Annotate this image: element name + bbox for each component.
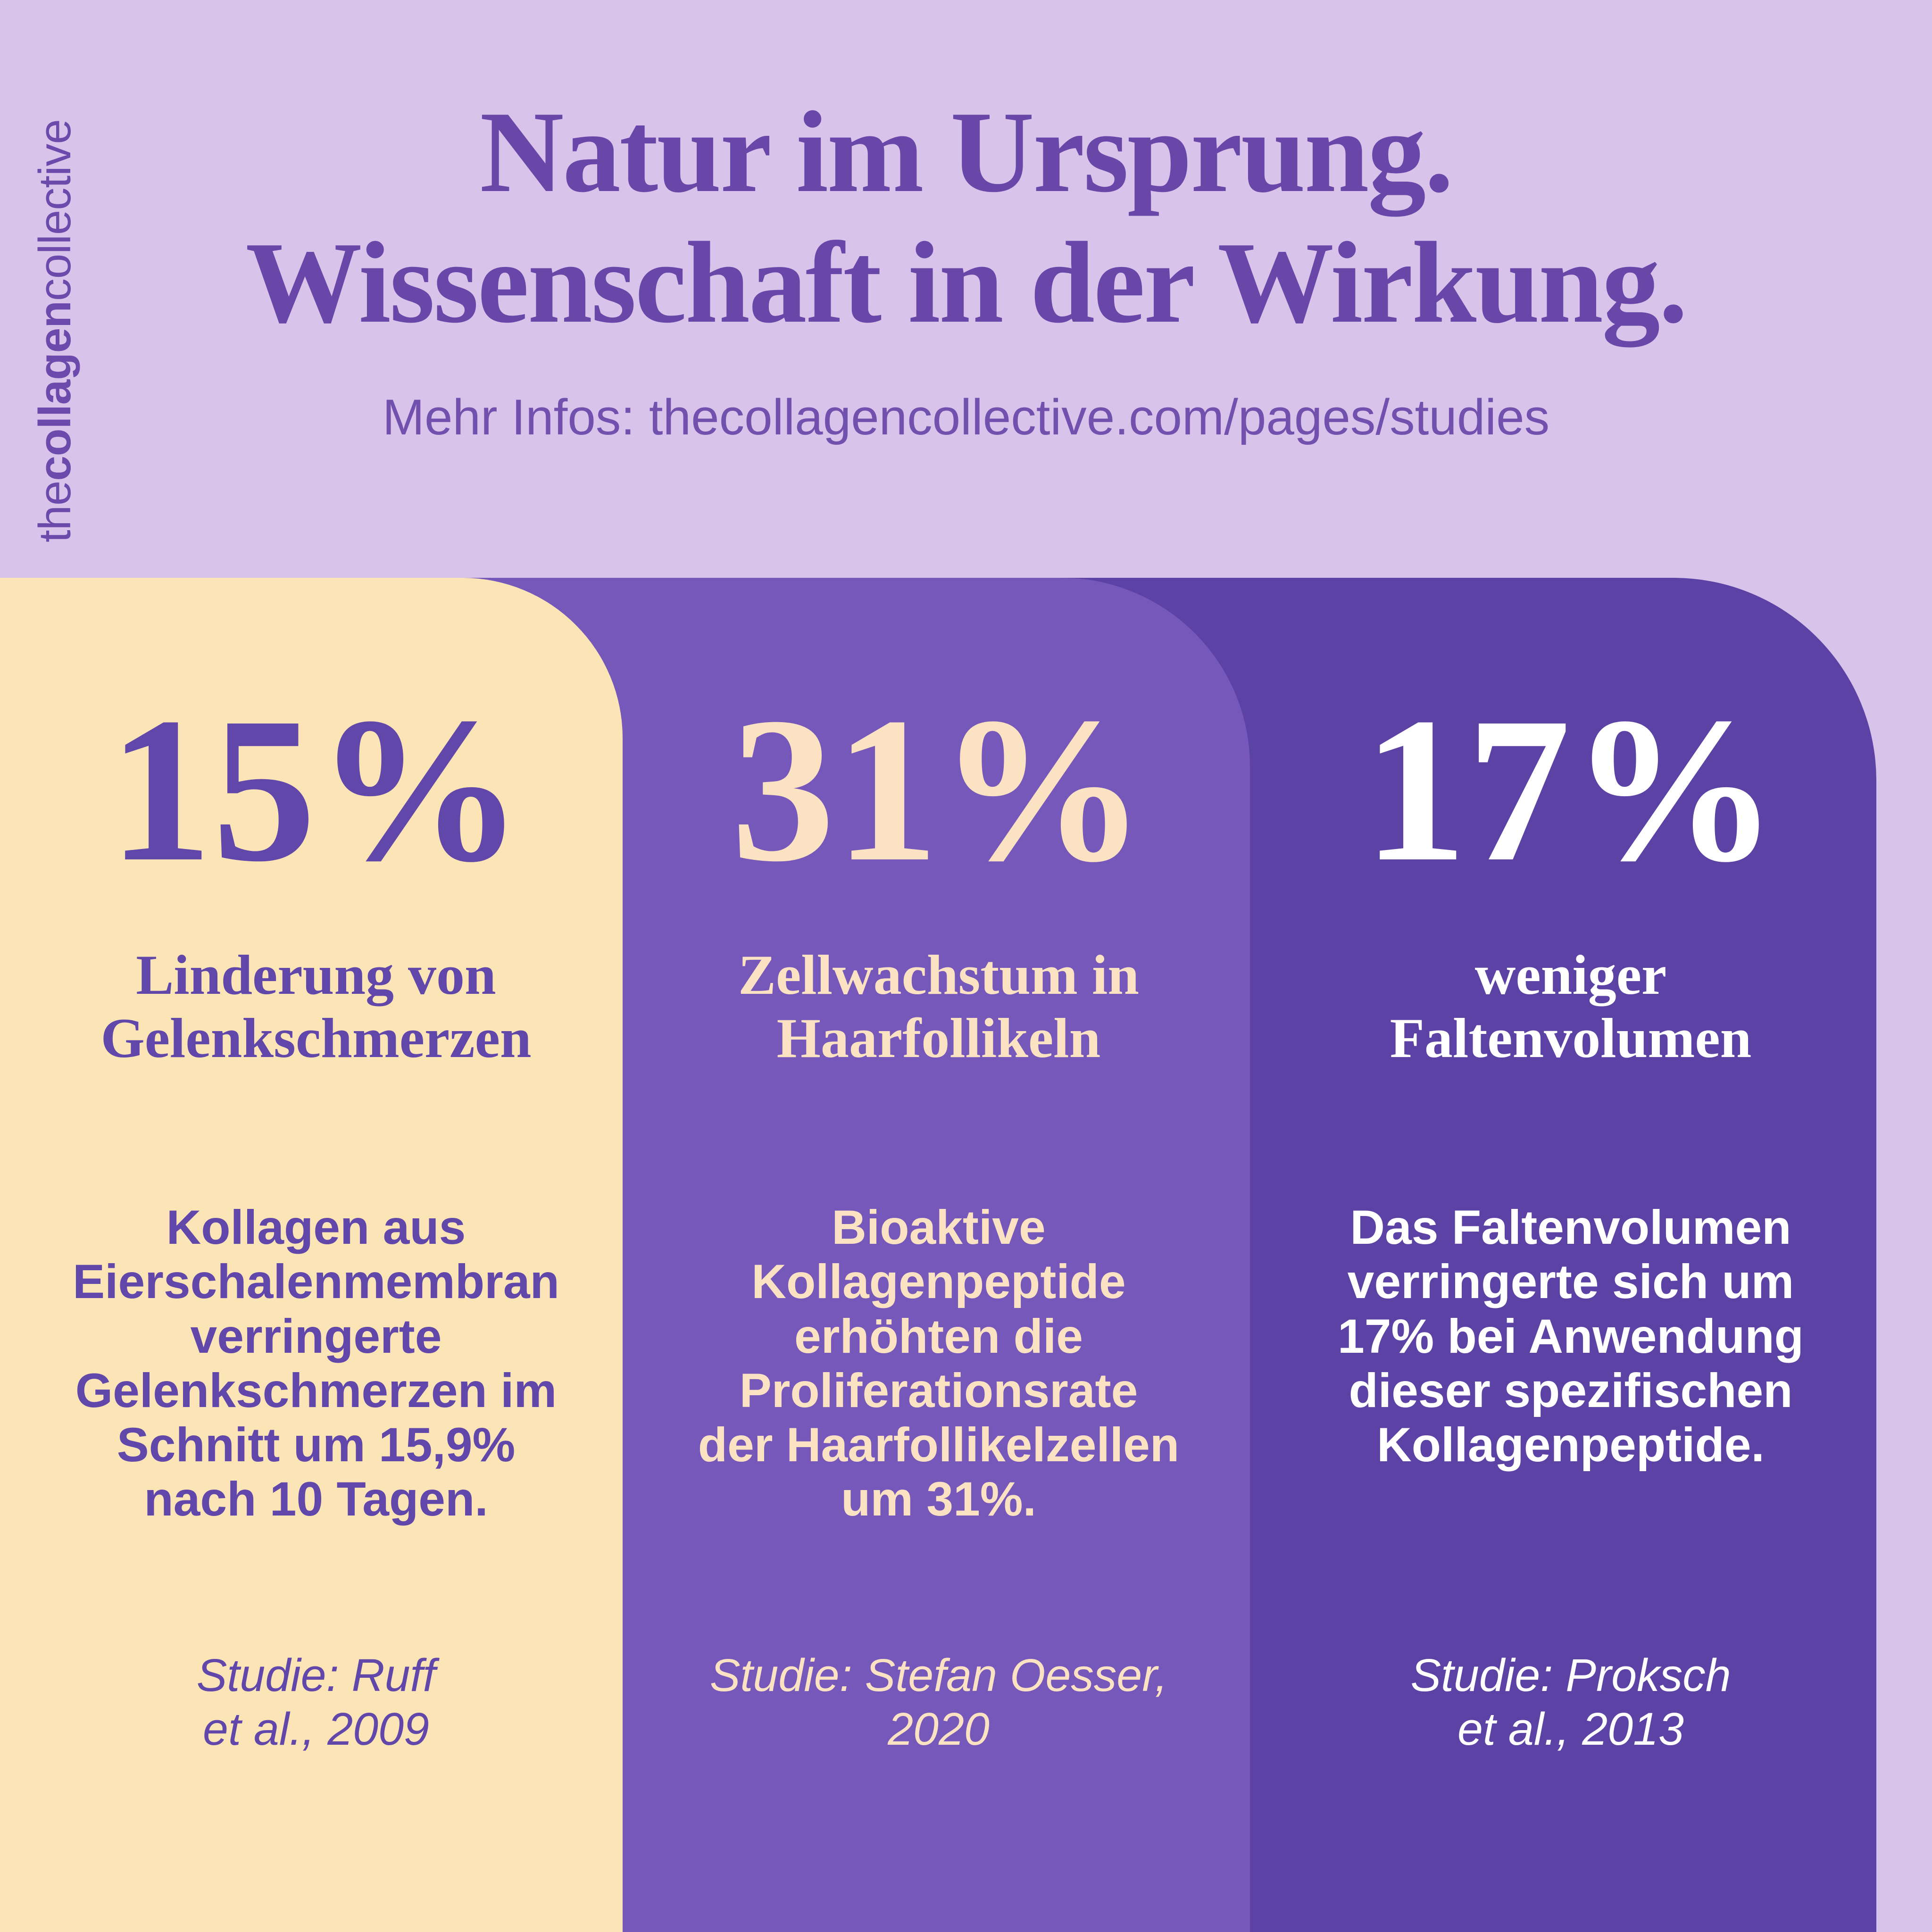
stat-description: Kollagen aus Eierschalenmembran verringe… — [73, 1200, 559, 1526]
stat-value: 31% — [731, 675, 1146, 905]
stat-heading: Linderung von Gelenkschmerzen — [100, 943, 532, 1070]
stat-description: Bioaktive Kollagenpeptide erhöhten die P… — [698, 1200, 1180, 1526]
stat-card-joint-pain: 15% Linderung von Gelenkschmerzen Kollag… — [19, 578, 613, 1932]
study-reference: Studie: Ruff et al., 2009 — [196, 1649, 436, 1755]
stat-card-hair-follicles: 31% Zellwachstum in Haarfollikeln Bioakt… — [637, 578, 1241, 1932]
stat-value: 15% — [108, 675, 524, 905]
stat-heading: weniger Faltenvolumen — [1390, 943, 1752, 1070]
stat-description: Das Faltenvolumen verringerte sich um 17… — [1338, 1200, 1804, 1472]
study-reference: Studie: Proksch et al., 2013 — [1410, 1649, 1731, 1755]
card-bg-joint-pain — [0, 578, 623, 1932]
study-reference: Studie: Stefan Oesser, 2020 — [709, 1649, 1168, 1755]
page-title: Natur im Ursprung. Wissenschaft in der W… — [245, 88, 1688, 347]
header: Natur im Ursprung. Wissenschaft in der W… — [0, 87, 1932, 445]
stat-heading: Zellwachstum in Haarfollikeln — [738, 943, 1140, 1070]
info-url: Mehr Infos: thecollagencollective.com/pa… — [382, 389, 1550, 446]
brand-logo-prefix: the — [30, 481, 80, 542]
stat-value: 17% — [1363, 675, 1778, 905]
stat-card-wrinkle-volume: 17% weniger Faltenvolumen Das Faltenvolu… — [1274, 578, 1868, 1932]
